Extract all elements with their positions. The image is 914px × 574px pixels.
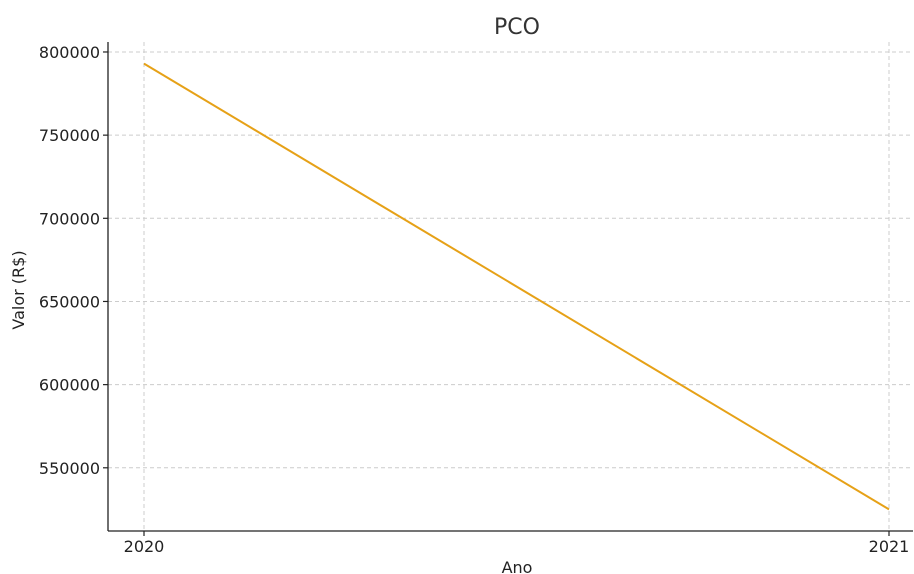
y-tick-label: 550000 — [39, 459, 100, 478]
x-axis-title: Ano — [502, 558, 533, 574]
axes — [107, 42, 913, 532]
y-tick-label: 650000 — [39, 292, 100, 311]
x-tick-label: 2021 — [869, 537, 910, 556]
y-tick-label: 600000 — [39, 376, 100, 395]
ticks: 550000 600000 650000 700000 750000 800000 2020… — [39, 43, 909, 556]
series-line — [143, 62, 890, 511]
y-tick-label: 800000 — [39, 43, 100, 62]
y-tick-label: 750000 — [39, 126, 100, 145]
y-axis-title: Valor (R$) — [9, 250, 28, 329]
series — [143, 62, 890, 511]
y-tick-label: 700000 — [39, 209, 100, 228]
grid — [108, 42, 913, 531]
x-tick-label: 2020 — [124, 537, 165, 556]
chart-title: PCO — [494, 15, 540, 40]
